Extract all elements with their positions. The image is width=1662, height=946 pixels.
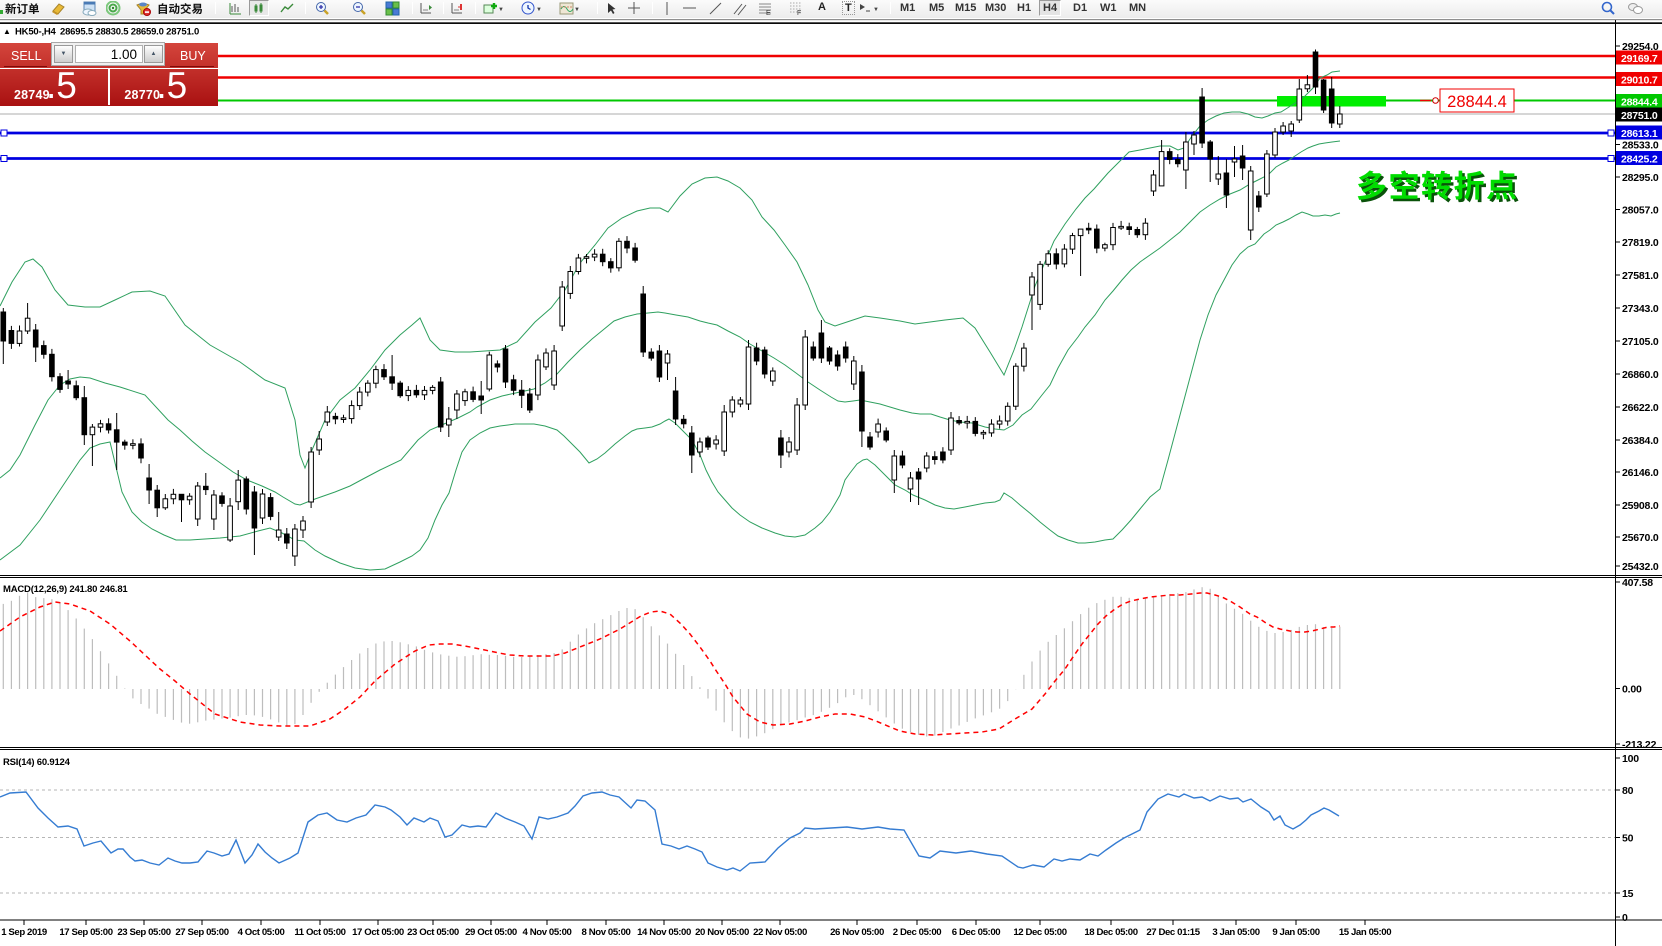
svg-text:25670.0: 25670.0 xyxy=(1622,532,1659,544)
svg-text:6 Dec 05:00: 6 Dec 05:00 xyxy=(952,927,1000,938)
svg-text:26384.0: 26384.0 xyxy=(1622,435,1659,447)
svg-text:26146.0: 26146.0 xyxy=(1622,467,1659,479)
svg-text:0: 0 xyxy=(1622,912,1628,924)
svg-text:17 Sep 05:00: 17 Sep 05:00 xyxy=(59,927,112,938)
svg-text:29169.7: 29169.7 xyxy=(1621,53,1658,65)
svg-text:28695.5 28830.5 28659.0 28751.: 28695.5 28830.5 28659.0 28751.0 xyxy=(60,27,199,38)
svg-text:100: 100 xyxy=(1622,753,1639,765)
svg-text:29254.0: 29254.0 xyxy=(1622,41,1659,53)
svg-text:27 Dec 01:15: 27 Dec 01:15 xyxy=(1146,927,1200,938)
svg-text:26 Nov 05:00: 26 Nov 05:00 xyxy=(830,927,884,938)
svg-text:28425.2: 28425.2 xyxy=(1621,154,1658,166)
svg-text:27581.0: 27581.0 xyxy=(1622,270,1659,282)
svg-text:407.58: 407.58 xyxy=(1622,577,1653,589)
svg-text:4 Oct 05:00: 4 Oct 05:00 xyxy=(238,927,285,938)
svg-text:80: 80 xyxy=(1622,785,1634,797)
svg-text:22 Nov 05:00: 22 Nov 05:00 xyxy=(753,927,807,938)
svg-text:29 Oct 05:00: 29 Oct 05:00 xyxy=(465,927,517,938)
svg-text:15: 15 xyxy=(1622,888,1634,900)
svg-text:28533.0: 28533.0 xyxy=(1622,140,1659,152)
svg-text:28751.0: 28751.0 xyxy=(1621,110,1658,122)
svg-text:15 Jan 05:00: 15 Jan 05:00 xyxy=(1339,927,1391,938)
svg-text:20 Nov 05:00: 20 Nov 05:00 xyxy=(695,927,749,938)
svg-text:23 Sep 05:00: 23 Sep 05:00 xyxy=(117,927,170,938)
svg-text:E: E xyxy=(766,10,771,16)
svg-text:27343.0: 27343.0 xyxy=(1622,303,1659,315)
svg-text:11 Oct 05:00: 11 Oct 05:00 xyxy=(294,927,345,938)
svg-text:8 Nov 05:00: 8 Nov 05:00 xyxy=(582,927,631,938)
svg-text:3 Jan 05:00: 3 Jan 05:00 xyxy=(1212,927,1259,938)
svg-text:27819.0: 27819.0 xyxy=(1622,237,1659,249)
svg-text:0.00: 0.00 xyxy=(1622,684,1642,696)
svg-text:18 Dec 05:00: 18 Dec 05:00 xyxy=(1084,927,1137,938)
svg-text:28613.1: 28613.1 xyxy=(1621,128,1658,140)
svg-text:RSI(14) 60.9124: RSI(14) 60.9124 xyxy=(3,757,71,768)
svg-text:1 Sep 2019: 1 Sep 2019 xyxy=(1,927,47,938)
svg-text:17 Oct 05:00: 17 Oct 05:00 xyxy=(352,927,404,938)
svg-text:25908.0: 25908.0 xyxy=(1622,500,1659,512)
svg-text:27105.0: 27105.0 xyxy=(1622,336,1659,348)
svg-text:26622.0: 26622.0 xyxy=(1622,402,1659,414)
svg-text:50: 50 xyxy=(1622,833,1634,845)
svg-text:28844.4: 28844.4 xyxy=(1447,93,1507,111)
svg-text:28057.0: 28057.0 xyxy=(1622,205,1659,217)
svg-text:28295.0: 28295.0 xyxy=(1622,172,1659,184)
svg-text:-213.22: -213.22 xyxy=(1622,739,1657,751)
svg-text:▲: ▲ xyxy=(3,27,11,36)
svg-text:9 Jan 05:00: 9 Jan 05:00 xyxy=(1272,927,1319,938)
svg-text:28844.4: 28844.4 xyxy=(1621,97,1658,109)
svg-text:MACD(12,26,9) 241.80 246.81: MACD(12,26,9) 241.80 246.81 xyxy=(3,584,128,595)
svg-text:4 Nov 05:00: 4 Nov 05:00 xyxy=(523,927,572,938)
svg-text:14 Nov 05:00: 14 Nov 05:00 xyxy=(637,927,691,938)
svg-text:HK50-,H4: HK50-,H4 xyxy=(15,27,57,38)
svg-text:27 Sep 05:00: 27 Sep 05:00 xyxy=(175,927,228,938)
svg-text:2 Dec 05:00: 2 Dec 05:00 xyxy=(893,927,941,938)
svg-text:26860.0: 26860.0 xyxy=(1622,369,1659,381)
svg-text:29010.7: 29010.7 xyxy=(1621,75,1658,87)
svg-text:F: F xyxy=(797,10,801,16)
svg-text:25432.0: 25432.0 xyxy=(1622,561,1659,573)
svg-text:12 Dec 05:00: 12 Dec 05:00 xyxy=(1013,927,1066,938)
svg-text:23 Oct 05:00: 23 Oct 05:00 xyxy=(407,927,459,938)
